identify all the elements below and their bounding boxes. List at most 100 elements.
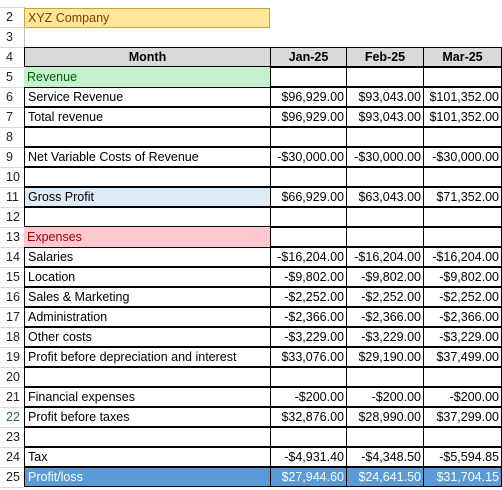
value-cell[interactable]: -$200.00	[423, 387, 502, 407]
value-cell[interactable]	[270, 207, 347, 227]
value-cell[interactable]: $33,076.00	[270, 347, 347, 367]
value-cell[interactable]	[423, 367, 502, 387]
value-cell[interactable]	[270, 367, 347, 387]
value-cell[interactable]: $32,876.00	[270, 407, 347, 427]
label-gross-profit[interactable]: Gross Profit	[24, 187, 271, 207]
value-cell[interactable]	[423, 427, 502, 447]
label-expenses[interactable]: Expenses	[24, 227, 271, 247]
value-cell[interactable]	[346, 227, 424, 247]
value-cell[interactable]: $63,043.00	[346, 187, 424, 207]
value-cell[interactable]	[346, 127, 424, 147]
label-net-variable-costs-of-revenue[interactable]: Net Variable Costs of Revenue	[24, 147, 271, 167]
label-total-revenue[interactable]: Total revenue	[24, 107, 271, 127]
label-other-costs[interactable]: Other costs	[24, 327, 271, 347]
header-month[interactable]: Month	[24, 47, 271, 67]
value-cell[interactable]: $96,929.00	[270, 87, 347, 107]
value-cell[interactable]: -$4,348.50	[346, 447, 424, 467]
label-profit-before-taxes[interactable]: Profit before taxes	[24, 407, 271, 427]
value-cell[interactable]: -$2,252.00	[270, 287, 347, 307]
value-cell[interactable]: -$9,802.00	[423, 267, 502, 287]
label-profit-loss[interactable]: Profit/loss	[24, 467, 271, 487]
row-header-16[interactable]: 16	[0, 287, 24, 307]
value-cell[interactable]	[270, 127, 347, 147]
value-cell[interactable]: -$5,594.85	[423, 447, 502, 467]
value-cell[interactable]: $96,929.00	[270, 107, 347, 127]
value-cell[interactable]: -$3,229.00	[346, 327, 424, 347]
value-cell[interactable]: $28,990.00	[346, 407, 424, 427]
label-empty-cell[interactable]	[24, 127, 271, 147]
value-cell[interactable]: $93,043.00	[346, 87, 424, 107]
value-cell[interactable]	[270, 67, 347, 87]
value-cell[interactable]	[270, 167, 347, 187]
row-header-9[interactable]: 9	[0, 147, 24, 167]
row-header-5[interactable]: 5	[0, 67, 24, 87]
row-header-18[interactable]: 18	[0, 327, 24, 347]
label-empty-cell[interactable]	[24, 167, 271, 187]
row-header-10[interactable]: 10	[0, 167, 24, 187]
value-cell[interactable]: -$2,366.00	[423, 307, 502, 327]
value-cell[interactable]: -$30,000.00	[423, 147, 502, 167]
row-header-25[interactable]: 25	[0, 467, 24, 487]
value-cell[interactable]: -$3,229.00	[270, 327, 347, 347]
value-cell[interactable]: -$2,366.00	[346, 307, 424, 327]
value-cell[interactable]	[346, 427, 424, 447]
value-cell[interactable]: $37,299.00	[423, 407, 502, 427]
value-cell[interactable]	[423, 167, 502, 187]
value-cell[interactable]: -$16,204.00	[346, 247, 424, 267]
value-cell[interactable]: -$30,000.00	[346, 147, 424, 167]
value-cell[interactable]	[423, 207, 502, 227]
value-cell[interactable]	[346, 67, 424, 87]
row-header-11[interactable]: 11	[0, 187, 24, 207]
row-header-12[interactable]: 12	[0, 207, 24, 227]
value-cell[interactable]: $24,641.50	[346, 467, 424, 487]
value-cell[interactable]: -$30,000.00	[270, 147, 347, 167]
row-header-6[interactable]: 6	[0, 87, 24, 107]
value-cell[interactable]: -$200.00	[270, 387, 347, 407]
header-feb-25[interactable]: Feb-25	[346, 47, 424, 67]
value-cell[interactable]: -$9,802.00	[346, 267, 424, 287]
value-cell[interactable]: $93,043.00	[346, 107, 424, 127]
row-header-2[interactable]: 2	[0, 7, 24, 27]
value-cell[interactable]: -$4,931.40	[270, 447, 347, 467]
value-cell[interactable]: -$16,204.00	[423, 247, 502, 267]
row-header-13[interactable]: 13	[0, 227, 24, 247]
value-cell[interactable]	[346, 367, 424, 387]
header-jan-25[interactable]: Jan-25	[270, 47, 347, 67]
row-header-23[interactable]: 23	[0, 427, 24, 447]
row-header-15[interactable]: 15	[0, 267, 24, 287]
label-sales-marketing[interactable]: Sales & Marketing	[24, 287, 271, 307]
value-cell[interactable]: -$3,229.00	[423, 327, 502, 347]
label-empty-cell[interactable]	[24, 367, 271, 387]
row-header-20[interactable]: 20	[0, 367, 24, 387]
row-header-19[interactable]: 19	[0, 347, 24, 367]
row-header-22[interactable]: 22	[0, 407, 24, 427]
header-mar-25[interactable]: Mar-25	[423, 47, 502, 67]
label-tax[interactable]: Tax	[24, 447, 271, 467]
row-header-4[interactable]: 4	[0, 47, 24, 67]
value-cell[interactable]: -$200.00	[346, 387, 424, 407]
value-cell[interactable]	[270, 427, 347, 447]
label-revenue[interactable]: Revenue	[24, 67, 271, 87]
value-cell[interactable]	[346, 167, 424, 187]
value-cell[interactable]: $37,499.00	[423, 347, 502, 367]
value-cell[interactable]: $31,704.15	[423, 467, 502, 487]
value-cell[interactable]	[423, 67, 502, 87]
label-administration[interactable]: Administration	[24, 307, 271, 327]
row-header-21[interactable]: 21	[0, 387, 24, 407]
row-header-24[interactable]: 24	[0, 447, 24, 467]
value-cell[interactable]: -$16,204.00	[270, 247, 347, 267]
value-cell[interactable]: $101,352.00	[423, 87, 502, 107]
value-cell[interactable]	[423, 127, 502, 147]
value-cell[interactable]: -$2,366.00	[270, 307, 347, 327]
row-header-14[interactable]: 14	[0, 247, 24, 267]
value-cell[interactable]: $66,929.00	[270, 187, 347, 207]
row-header-3[interactable]: 3	[0, 27, 24, 47]
label-location[interactable]: Location	[24, 267, 271, 287]
label-empty-cell[interactable]	[24, 427, 271, 447]
value-cell[interactable]: $71,352.00	[423, 187, 502, 207]
row-header-8[interactable]: 8	[0, 127, 24, 147]
label-profit-before-depreciation-and-interest[interactable]: Profit before depreciation and interest	[24, 347, 271, 367]
value-cell[interactable]: -$2,252.00	[346, 287, 424, 307]
value-cell[interactable]: -$9,802.00	[270, 267, 347, 287]
